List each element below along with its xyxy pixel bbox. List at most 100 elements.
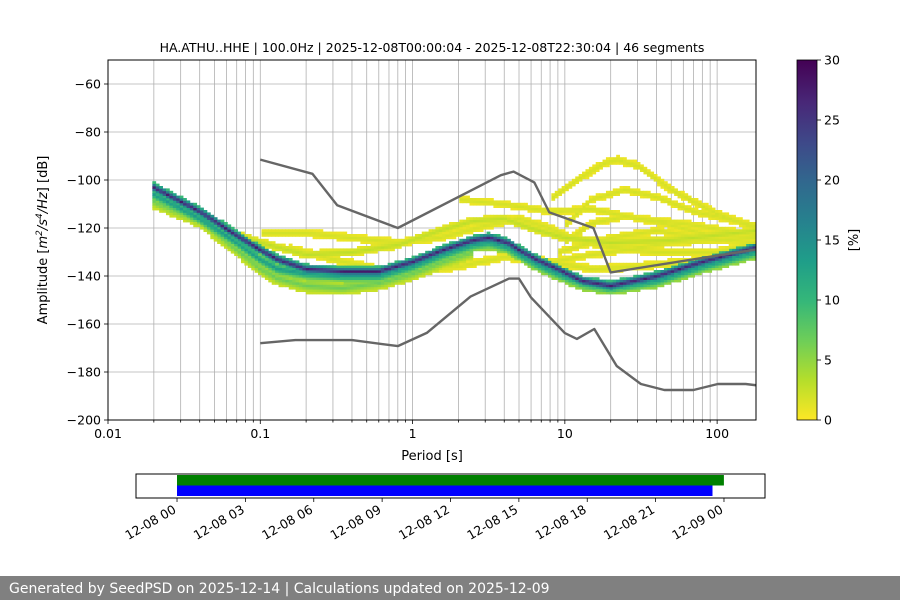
psd-cell (350, 277, 354, 280)
psd-cell (653, 243, 658, 247)
psd-cell (408, 279, 412, 283)
psd-cell (575, 210, 580, 213)
psd-cell (165, 198, 170, 201)
psd-cell (223, 236, 228, 240)
psd-cell (732, 241, 736, 244)
psd-cell (350, 274, 354, 278)
psd-cell (667, 231, 672, 235)
psd-cell (360, 250, 365, 254)
psd-cell (701, 270, 706, 273)
psd-cell (636, 265, 641, 268)
psd-cell (619, 188, 624, 192)
psd-cell (636, 284, 641, 288)
psd-cell (281, 272, 286, 276)
psd-cell (537, 207, 542, 211)
psd-cell (172, 205, 177, 208)
psd-cell (643, 195, 648, 199)
psd-cell (489, 202, 494, 206)
psd-cell (326, 253, 331, 256)
psd-cell (745, 222, 750, 225)
psd-cell (336, 253, 341, 256)
psd-cell (493, 258, 498, 261)
psd-cell (309, 277, 314, 280)
psd-cell (459, 224, 464, 228)
psd-cell (152, 205, 157, 208)
psd-cell (486, 236, 491, 240)
psd-cell (329, 258, 334, 261)
psd-cell (275, 248, 279, 252)
psd-cell (742, 253, 747, 256)
psd-cell (363, 246, 368, 249)
psd-cell (660, 282, 665, 285)
psd-cell (356, 272, 361, 276)
psd-cell (442, 243, 447, 247)
psd-cell (510, 253, 515, 256)
psd-cell (469, 217, 474, 220)
psd-cell (718, 260, 723, 264)
psd-cell (336, 267, 341, 271)
psd-cell (217, 222, 221, 225)
psd-cell (285, 277, 290, 280)
psd-cell (619, 284, 624, 288)
psd-cell (356, 250, 361, 254)
psd-cell (459, 248, 464, 252)
psd-cell (558, 270, 562, 273)
psd-cell (404, 274, 409, 278)
psd-cell (622, 162, 627, 165)
timeline-tick-label: 12-08 18 (533, 502, 589, 543)
psd-cell (455, 231, 460, 235)
psd-cell (633, 243, 638, 247)
psd-cell (343, 238, 348, 242)
psd-cell (691, 248, 696, 252)
psd-cell (551, 277, 556, 280)
psd-cell (554, 229, 559, 232)
psd-cell (626, 248, 631, 252)
psd-cell (728, 236, 733, 240)
psd-cell (316, 282, 320, 285)
psd-cell (588, 171, 593, 175)
psd-cell (646, 267, 651, 271)
psd-cell (687, 270, 692, 273)
psd-cell (701, 267, 706, 271)
psd-cell (319, 289, 324, 292)
psd-cell (462, 246, 467, 249)
psd-cell (367, 236, 372, 240)
psd-cell (698, 226, 702, 230)
psd-cell (663, 250, 668, 254)
psd-cell (715, 258, 719, 261)
psd-cell (551, 260, 556, 264)
psd-cell (220, 241, 225, 244)
psd-cell (169, 195, 174, 199)
psd-cell (715, 241, 719, 244)
psd-cell (397, 270, 402, 273)
psd-cell (595, 169, 600, 172)
psd-cell (752, 234, 756, 237)
psd-cell (524, 248, 528, 252)
psd-cell (622, 238, 627, 242)
psd-cell (745, 241, 750, 244)
psd-cell (326, 265, 331, 268)
psd-cell (428, 258, 433, 261)
psd-cell (565, 186, 569, 189)
psd-cell (336, 262, 341, 266)
psd-cell (698, 265, 702, 268)
psd-cell (165, 202, 170, 206)
psd-cell (585, 250, 590, 254)
psd-cell (520, 253, 525, 256)
psd-cell (633, 279, 638, 283)
psd-cell (527, 265, 532, 268)
psd-cell (612, 236, 617, 240)
psd-cell (302, 270, 307, 273)
psd-cell (264, 250, 269, 254)
psd-cell (660, 181, 665, 184)
psd-cell (271, 270, 276, 273)
psd-cell (462, 243, 467, 247)
psd-cell (483, 248, 487, 252)
psd-cell (281, 229, 286, 232)
psd-cell (346, 282, 351, 285)
psd-cell (217, 219, 221, 223)
psd-cell (169, 210, 174, 213)
psd-cell (343, 258, 348, 261)
psd-cell (551, 265, 556, 268)
psd-cell (316, 277, 320, 280)
